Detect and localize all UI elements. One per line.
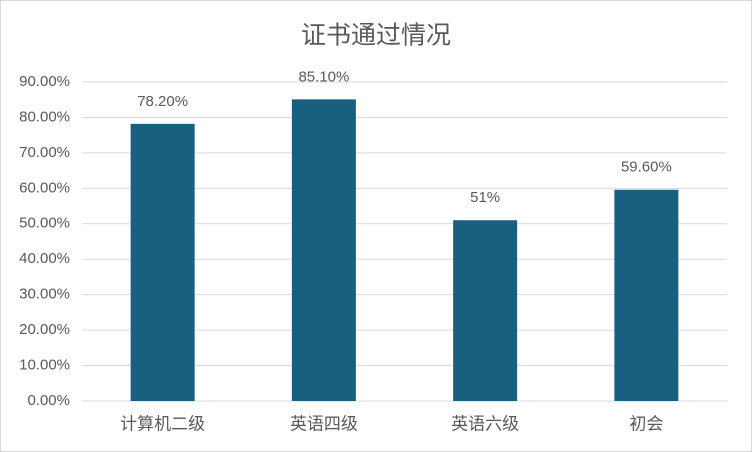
y-tick-label: 50.00% bbox=[19, 215, 70, 232]
y-tick-label: 60.00% bbox=[19, 179, 70, 196]
value-label: 51% bbox=[470, 189, 500, 206]
x-tick-label: 计算机二级 bbox=[120, 414, 205, 433]
value-label: 85.10% bbox=[298, 68, 349, 85]
y-tick-label: 80.00% bbox=[19, 108, 70, 125]
bar bbox=[614, 189, 679, 401]
y-tick-label: 90.00% bbox=[19, 73, 70, 90]
x-tick-label: 英语四级 bbox=[290, 414, 358, 433]
value-label: 78.20% bbox=[137, 93, 188, 110]
y-tick-label: 20.00% bbox=[19, 321, 70, 338]
y-tick-label: 30.00% bbox=[19, 286, 70, 303]
value-label: 59.60% bbox=[621, 159, 672, 176]
x-tick-label: 英语六级 bbox=[451, 414, 519, 433]
y-tick-label: 0.00% bbox=[27, 392, 70, 409]
y-tick-label: 10.00% bbox=[19, 357, 70, 374]
bar bbox=[291, 99, 356, 402]
x-tick-label: 初会 bbox=[629, 414, 663, 433]
bar bbox=[130, 123, 195, 401]
y-tick-label: 70.00% bbox=[19, 144, 70, 161]
bar bbox=[453, 220, 518, 401]
chart-title: 证书通过情况 bbox=[301, 22, 451, 50]
y-tick-label: 40.00% bbox=[19, 250, 70, 267]
